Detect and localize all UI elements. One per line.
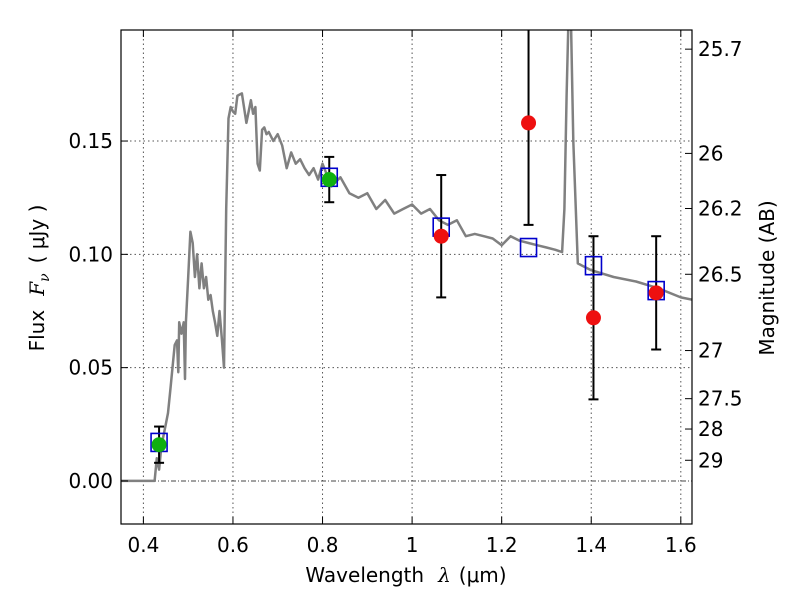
y2-axis-title: Magnitude (AB) <box>755 200 779 355</box>
y-tick-label: 0.05 <box>68 356 113 380</box>
x-tick-label: 1.4 <box>575 533 607 557</box>
x-axis-title-text: Wavelength <box>305 563 424 587</box>
x-tick-labels: 0.4 0.6 0.8 1 1.2 1.4 1.6 <box>127 533 696 557</box>
x-tick-label: 1 <box>406 533 419 557</box>
mag-tick-label: 27 <box>698 339 723 363</box>
x-axis-title: Wavelength λ (μm) <box>305 563 506 587</box>
y-axis-subscript: ν <box>37 273 53 282</box>
y-tick-label: 0.10 <box>68 242 113 266</box>
mag-tick-label: 28 <box>698 417 723 441</box>
measurement-marker <box>433 228 449 244</box>
model-photometry-points <box>150 167 665 453</box>
mag-tick-label: 27.5 <box>698 387 743 411</box>
y-tick-label: 0.00 <box>68 469 113 493</box>
y-axis-title-text: Flux <box>25 310 49 352</box>
y-axis-title: Flux Fν ( μJy ) <box>25 205 53 352</box>
plot-area <box>121 30 692 483</box>
y-axis-unit: ( μJy ) <box>25 205 49 264</box>
mag-tick-label: 29 <box>698 448 723 472</box>
observed-points <box>151 115 664 453</box>
x-tick-label: 1.6 <box>665 533 697 557</box>
x-tick-label: 0.4 <box>127 533 159 557</box>
plot-frame <box>120 29 693 525</box>
x-axis-symbol: λ <box>437 563 451 587</box>
y-tick-labels: 0.00 0.05 0.10 0.15 <box>68 129 113 493</box>
mag-tick-label: 26.5 <box>698 262 743 286</box>
detection-marker <box>321 172 337 188</box>
measurement-marker <box>521 115 537 131</box>
measurement-marker <box>585 310 601 326</box>
model-photometry-marker <box>519 237 538 258</box>
x-tick-label: 0.6 <box>217 533 249 557</box>
x-tick-label: 0.8 <box>307 533 339 557</box>
y-tick-label: 0.15 <box>68 129 113 153</box>
magnitude-tick-labels: 25.7 26 26.2 26.5 27 27.5 28 29 <box>698 37 743 472</box>
y-axis-symbol: F <box>25 281 49 297</box>
model-sed <box>121 30 692 483</box>
mag-tick-label: 26.2 <box>698 197 743 221</box>
detection-marker <box>151 437 167 453</box>
x-tick-label: 1.2 <box>486 533 518 557</box>
measurement-marker <box>648 285 664 301</box>
x-axis-unit: (μm) <box>459 563 507 587</box>
mag-tick-label: 26 <box>698 141 723 165</box>
mag-tick-label: 25.7 <box>698 37 743 61</box>
model-photometry-marker <box>584 255 603 276</box>
model-sed-line <box>121 30 692 483</box>
axis-ticks <box>121 30 692 524</box>
